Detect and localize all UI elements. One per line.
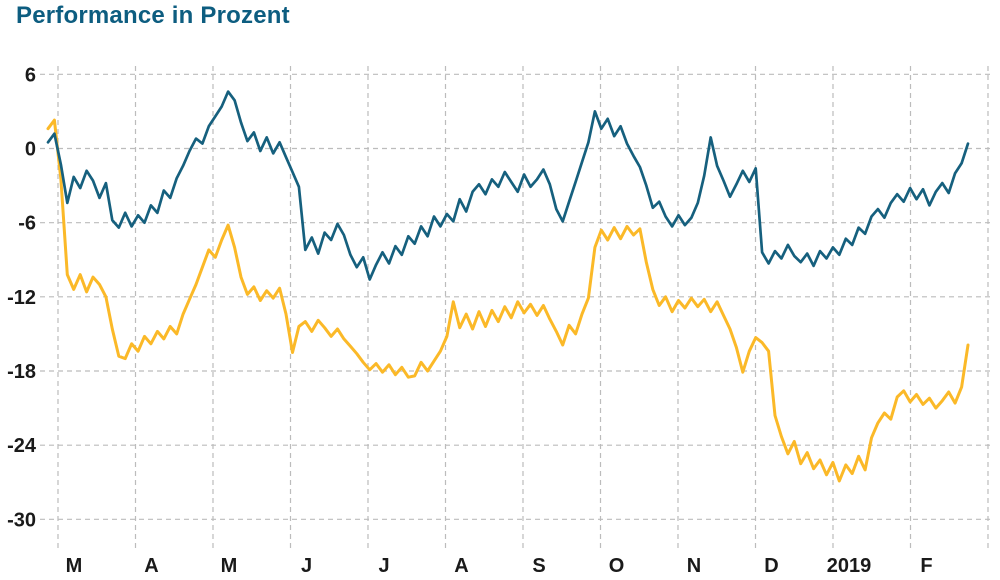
gridlines: [40, 66, 990, 552]
x-tick-label: N: [687, 555, 701, 577]
x-tick-label: F: [920, 555, 932, 577]
y-tick-label: 6: [25, 64, 36, 86]
y-tick-label: -24: [7, 435, 37, 457]
y-tick-label: -12: [7, 287, 36, 309]
y-tick-label: -18: [7, 361, 36, 383]
x-tick-label: A: [144, 555, 158, 577]
x-tick-label: J: [301, 555, 312, 577]
line-blue: [46, 90, 970, 281]
x-tick-label: S: [532, 555, 545, 577]
x-tick-label: J: [378, 555, 389, 577]
y-tick-label: -30: [7, 509, 36, 531]
y-tick-label: -6: [18, 213, 36, 235]
x-tick-label: 2019: [827, 555, 872, 577]
x-tick-label: M: [221, 555, 238, 577]
x-tick-label: M: [66, 555, 83, 577]
x-tick-label: A: [454, 555, 468, 577]
series-lines: [46, 90, 970, 483]
line-yellow: [46, 118, 970, 483]
x-tick-label: D: [764, 555, 778, 577]
chart-title: Performance in Prozent: [16, 2, 290, 29]
y-tick-label: 0: [25, 139, 36, 161]
axis-labels: 6 0 -6 -12 -18 -24 -30 M A M J J A S O N D 2019 F: [7, 64, 933, 577]
x-tick-label: O: [609, 555, 625, 577]
